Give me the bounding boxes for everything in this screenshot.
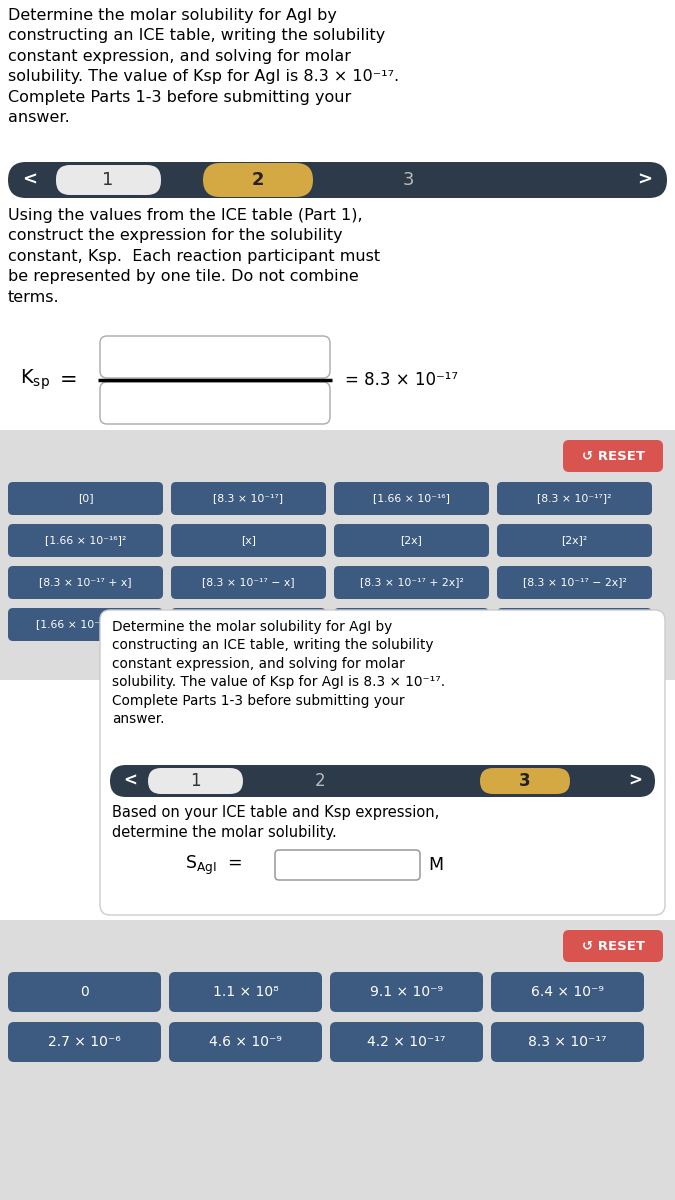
Text: >: > — [628, 772, 642, 790]
FancyBboxPatch shape — [100, 336, 330, 378]
Text: =: = — [60, 370, 78, 390]
FancyBboxPatch shape — [8, 1022, 161, 1062]
Text: S$_{\mathsf{AgI}}$  =: S$_{\mathsf{AgI}}$ = — [185, 853, 242, 876]
Text: <: < — [22, 170, 38, 188]
Text: >: > — [637, 170, 653, 188]
Text: 2: 2 — [315, 772, 325, 790]
FancyBboxPatch shape — [8, 972, 161, 1012]
FancyBboxPatch shape — [171, 608, 326, 641]
Text: <: < — [123, 772, 137, 790]
FancyBboxPatch shape — [171, 524, 326, 557]
Text: 2.7 × 10⁻⁶: 2.7 × 10⁻⁶ — [48, 1034, 121, 1049]
FancyBboxPatch shape — [56, 164, 161, 194]
FancyBboxPatch shape — [203, 163, 313, 197]
FancyBboxPatch shape — [563, 930, 663, 962]
FancyBboxPatch shape — [334, 608, 489, 641]
FancyBboxPatch shape — [169, 972, 322, 1012]
FancyBboxPatch shape — [497, 566, 652, 599]
Text: [1.66 × 10⁻¹⁶ −
2x]²: [1.66 × 10⁻¹⁶ − 2x]² — [532, 613, 617, 635]
Text: [1.66 × 10⁻¹⁶]²: [1.66 × 10⁻¹⁶]² — [45, 535, 126, 546]
FancyBboxPatch shape — [497, 524, 652, 557]
Text: [8.3 × 10⁻¹⁷ + 2x]²: [8.3 × 10⁻¹⁷ + 2x]² — [360, 577, 464, 588]
FancyBboxPatch shape — [171, 482, 326, 515]
Text: [8.3 × 10⁻¹⁷ − x]: [8.3 × 10⁻¹⁷ − x] — [202, 577, 295, 588]
FancyBboxPatch shape — [100, 382, 330, 424]
FancyBboxPatch shape — [275, 850, 420, 880]
Text: [x]: [x] — [241, 535, 256, 546]
Text: Based on your ICE table and Ksp expression,
determine the molar solubility.: Based on your ICE table and Ksp expressi… — [112, 805, 439, 840]
FancyBboxPatch shape — [8, 524, 163, 557]
FancyBboxPatch shape — [0, 920, 675, 1200]
FancyBboxPatch shape — [330, 972, 483, 1012]
FancyBboxPatch shape — [334, 566, 489, 599]
Text: 8.3 × 10⁻¹⁷: 8.3 × 10⁻¹⁷ — [528, 1034, 607, 1049]
Text: 4.2 × 10⁻¹⁷: 4.2 × 10⁻¹⁷ — [367, 1034, 446, 1049]
FancyBboxPatch shape — [334, 524, 489, 557]
Text: 3: 3 — [519, 772, 531, 790]
FancyBboxPatch shape — [0, 0, 675, 490]
Text: [8.3 × 10⁻¹⁷]: [8.3 × 10⁻¹⁷] — [213, 493, 284, 504]
FancyBboxPatch shape — [563, 440, 663, 472]
Text: [1.66 × 10⁻¹⁶ +
2x]²: [1.66 × 10⁻¹⁶ + 2x]² — [369, 613, 454, 635]
Text: M: M — [428, 856, 443, 874]
FancyBboxPatch shape — [491, 1022, 644, 1062]
Text: 2: 2 — [252, 170, 264, 188]
Text: [8.3 × 10⁻¹⁷ + x]: [8.3 × 10⁻¹⁷ + x] — [39, 577, 132, 588]
FancyBboxPatch shape — [148, 768, 243, 794]
Text: [8.3 × 10⁻¹⁷]²: [8.3 × 10⁻¹⁷]² — [537, 493, 612, 504]
FancyBboxPatch shape — [0, 430, 675, 680]
Text: = 8.3 × 10⁻¹⁷: = 8.3 × 10⁻¹⁷ — [345, 371, 458, 389]
Text: [1.66 × 10⁻¹⁶ + x]: [1.66 × 10⁻¹⁶ + x] — [36, 619, 135, 630]
Text: Using the values from the ICE table (Part 1),
construct the expression for the s: Using the values from the ICE table (Par… — [8, 208, 380, 305]
Text: 3: 3 — [402, 170, 414, 188]
Text: [1.66 × 10⁻¹⁶]: [1.66 × 10⁻¹⁶] — [373, 493, 450, 504]
Text: ↺ RESET: ↺ RESET — [581, 450, 645, 462]
Text: K$_{\mathsf{sp}}$: K$_{\mathsf{sp}}$ — [20, 367, 50, 392]
Text: Determine the molar solubility for AgI by
constructing an ICE table, writing the: Determine the molar solubility for AgI b… — [8, 8, 399, 125]
FancyBboxPatch shape — [8, 608, 163, 641]
FancyBboxPatch shape — [110, 766, 655, 797]
Text: 0: 0 — [80, 985, 89, 998]
FancyBboxPatch shape — [480, 768, 570, 794]
Text: ↺ RESET: ↺ RESET — [581, 940, 645, 953]
Text: 9.1 × 10⁻⁹: 9.1 × 10⁻⁹ — [370, 985, 443, 998]
FancyBboxPatch shape — [8, 162, 667, 198]
Text: [0]: [0] — [78, 493, 93, 504]
Text: 1: 1 — [190, 772, 200, 790]
FancyBboxPatch shape — [497, 608, 652, 641]
FancyBboxPatch shape — [8, 482, 163, 515]
Text: [8.3 × 10⁻¹⁷ − 2x]²: [8.3 × 10⁻¹⁷ − 2x]² — [522, 577, 626, 588]
FancyBboxPatch shape — [169, 1022, 322, 1062]
Text: Determine the molar solubility for AgI by
constructing an ICE table, writing the: Determine the molar solubility for AgI b… — [112, 620, 445, 726]
Text: 4.6 × 10⁻⁹: 4.6 × 10⁻⁹ — [209, 1034, 282, 1049]
Text: [2x]²: [2x]² — [562, 535, 588, 546]
FancyBboxPatch shape — [8, 566, 163, 599]
Text: [1.66 × 10⁻¹⁶ − x]: [1.66 × 10⁻¹⁶ − x] — [198, 619, 298, 630]
FancyBboxPatch shape — [330, 1022, 483, 1062]
FancyBboxPatch shape — [334, 482, 489, 515]
FancyBboxPatch shape — [497, 482, 652, 515]
Text: 6.4 × 10⁻⁹: 6.4 × 10⁻⁹ — [531, 985, 604, 998]
FancyBboxPatch shape — [100, 610, 665, 914]
FancyBboxPatch shape — [171, 566, 326, 599]
Text: 1: 1 — [103, 170, 113, 188]
Text: 1.1 × 10⁸: 1.1 × 10⁸ — [213, 985, 278, 998]
FancyBboxPatch shape — [491, 972, 644, 1012]
Text: [2x]: [2x] — [400, 535, 423, 546]
